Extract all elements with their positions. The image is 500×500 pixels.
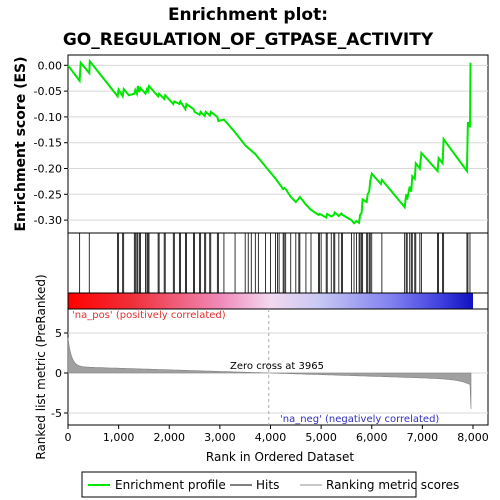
rank-color-bar — [68, 293, 473, 309]
legend-metric-label: Ranking metric scores — [326, 478, 459, 492]
hits — [79, 233, 471, 293]
x-tick-label: 6,000 — [356, 431, 388, 444]
es-tick-label: -0.10 — [34, 111, 62, 124]
metric-tick-label: 5 — [55, 327, 62, 340]
metric-y-axis-label: Ranked list metric (PreRanked) — [34, 274, 48, 459]
es-panel — [67, 54, 489, 234]
x-tick-label: 4,000 — [255, 431, 287, 444]
es-y-ticks: 0.00 -0.05 -0.10 -0.15 -0.20 -0.25 -0.30 — [34, 59, 68, 227]
zero-cross-label: Zero cross at 3965 — [230, 361, 324, 372]
negative-correlation-label: 'na_neg' (negatively correlated) — [280, 414, 439, 425]
legend-enrichment-label: Enrichment profile — [115, 478, 226, 492]
es-y-axis-label: Enrichment score (ES) — [13, 56, 29, 231]
es-tick-label: -0.05 — [34, 85, 62, 98]
x-tick-label: 2,000 — [154, 431, 186, 444]
x-tick-label: 7,000 — [407, 431, 439, 444]
chart-title-line1: Enrichment plot: — [168, 5, 328, 25]
es-tick-label: -0.25 — [34, 188, 62, 201]
metric-tick-label: -5 — [51, 407, 62, 420]
enrichment-profile-line — [67, 58, 472, 225]
legend-hits-label: Hits — [256, 478, 279, 492]
x-tick-label: 0 — [65, 431, 72, 444]
ranking-metric-area — [67, 337, 472, 410]
x-axis-label: Rank in Ordered Dataset — [206, 450, 354, 464]
metric-y-ticks: 5 0 -5 — [51, 327, 68, 420]
hits-panel — [67, 232, 489, 294]
x-tick-label: 1,000 — [103, 431, 135, 444]
x-tick-label: 5,000 — [305, 431, 337, 444]
es-tick-label: -0.30 — [34, 214, 62, 227]
es-tick-label: 0.00 — [38, 59, 63, 72]
x-axis-ticks: 0 1,000 2,000 3,000 4,000 5,000 6,000 7,000 8,00… — [65, 425, 489, 444]
x-tick-label: 3,000 — [204, 431, 236, 444]
positive-correlation-label: 'na_pos' (positively correlated) — [72, 310, 226, 321]
es-tick-label: -0.20 — [34, 163, 62, 176]
chart-title-line2: GO_REGULATION_OF_GTPASE_ACTIVITY — [63, 30, 434, 50]
x-tick-label: 8,000 — [457, 431, 489, 444]
metric-panel — [67, 308, 489, 426]
es-tick-label: -0.15 — [34, 137, 62, 150]
metric-tick-label: 0 — [55, 367, 62, 380]
